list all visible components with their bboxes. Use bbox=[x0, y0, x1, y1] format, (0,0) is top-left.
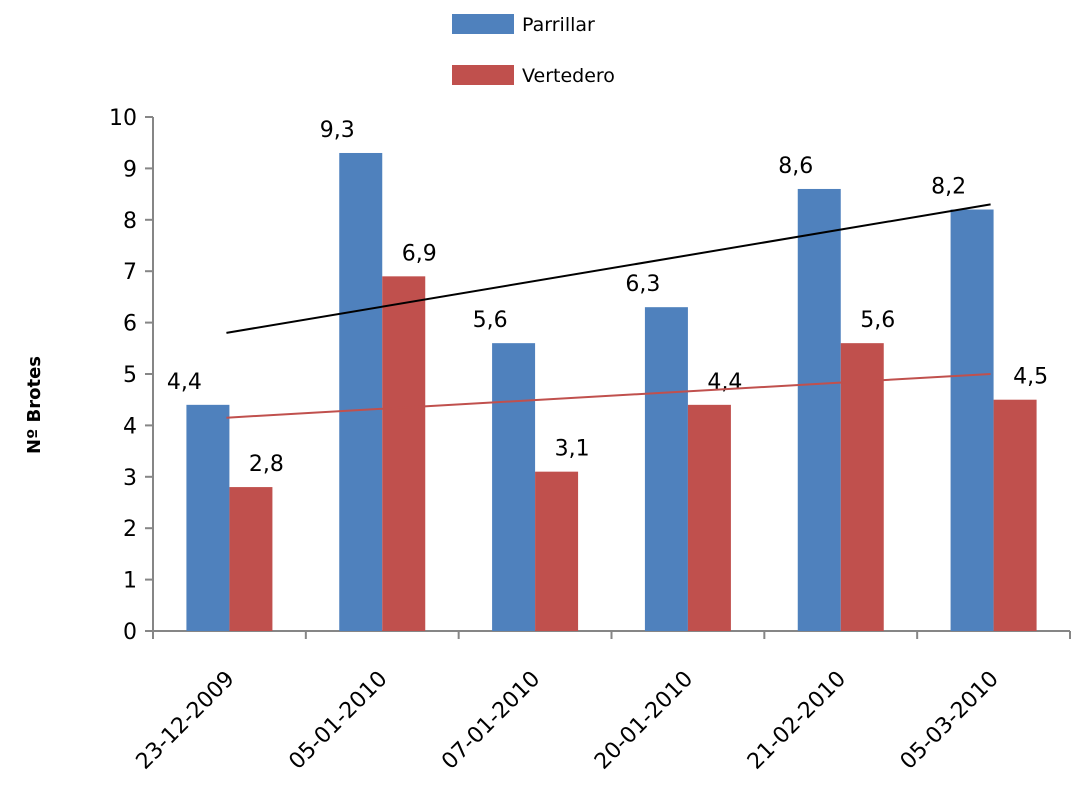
data-label: 6,3 bbox=[625, 272, 660, 297]
x-tick-label: 21-02-2010 bbox=[743, 667, 851, 775]
data-label: 9,3 bbox=[320, 118, 355, 143]
data-label: 2,8 bbox=[249, 452, 284, 477]
y-tick-label: 7 bbox=[123, 260, 137, 285]
y-tick-label: 9 bbox=[123, 157, 137, 182]
legend-swatch-parrillar bbox=[452, 14, 514, 34]
data-label: 4,4 bbox=[167, 370, 202, 395]
y-axis-label: Nº Brotes bbox=[24, 356, 45, 454]
y-tick-label: 6 bbox=[123, 312, 137, 337]
y-tick-label: 4 bbox=[123, 414, 137, 439]
bar-parrillar bbox=[644, 307, 688, 631]
y-tick-label: 3 bbox=[123, 466, 137, 491]
data-label: 5,6 bbox=[860, 308, 895, 333]
y-tick-label: 5 bbox=[123, 363, 137, 388]
plot-area: 0 1 2 3 4 5 6 7 8 9 10 23-12-2009 05-01-2010 07-01-20… bbox=[109, 106, 1071, 775]
legend-swatch-vertedero bbox=[452, 65, 514, 85]
y-tick-label: 10 bbox=[109, 106, 137, 131]
x-tick-label: 07-01-2010 bbox=[437, 667, 545, 775]
y-tick-label: 0 bbox=[123, 620, 137, 645]
data-label: 8,6 bbox=[778, 154, 813, 179]
bar-vertedero bbox=[687, 404, 731, 631]
bar-vertedero bbox=[535, 471, 579, 631]
trendline-parrillar bbox=[226, 203, 991, 334]
x-tick-label: 05-03-2010 bbox=[896, 667, 1004, 775]
y-tick-label: 8 bbox=[123, 209, 137, 234]
bar-parrillar bbox=[492, 343, 536, 631]
data-label: 5,6 bbox=[473, 308, 508, 333]
chart-legend: Parrillar Vertedero bbox=[452, 14, 615, 87]
data-label: 3,1 bbox=[555, 437, 590, 462]
bar-vertedero bbox=[229, 487, 273, 631]
bar-vertedero bbox=[993, 399, 1037, 631]
data-label: 8,2 bbox=[931, 175, 966, 200]
data-label: 4,5 bbox=[1013, 365, 1048, 390]
y-tick-label: 2 bbox=[123, 517, 137, 542]
trendline-vertedero bbox=[226, 373, 991, 419]
y-tick-label: 1 bbox=[123, 569, 137, 594]
bar-vertedero bbox=[840, 343, 884, 631]
x-tick-label: 05-01-2010 bbox=[284, 667, 392, 775]
bar-parrillar bbox=[186, 404, 230, 631]
bar-parrillar bbox=[339, 152, 383, 632]
bar-parrillar bbox=[797, 188, 841, 631]
bar-parrillar bbox=[950, 209, 994, 631]
legend-label-parrillar: Parrillar bbox=[522, 14, 595, 36]
data-label: 4,4 bbox=[707, 370, 742, 395]
legend-label-vertedero: Vertedero bbox=[522, 65, 615, 87]
bar-vertedero bbox=[382, 276, 426, 631]
x-tick-label: 20-01-2010 bbox=[590, 667, 698, 775]
data-label: 6,9 bbox=[402, 241, 437, 266]
x-tick-label: 23-12-2009 bbox=[132, 667, 240, 775]
